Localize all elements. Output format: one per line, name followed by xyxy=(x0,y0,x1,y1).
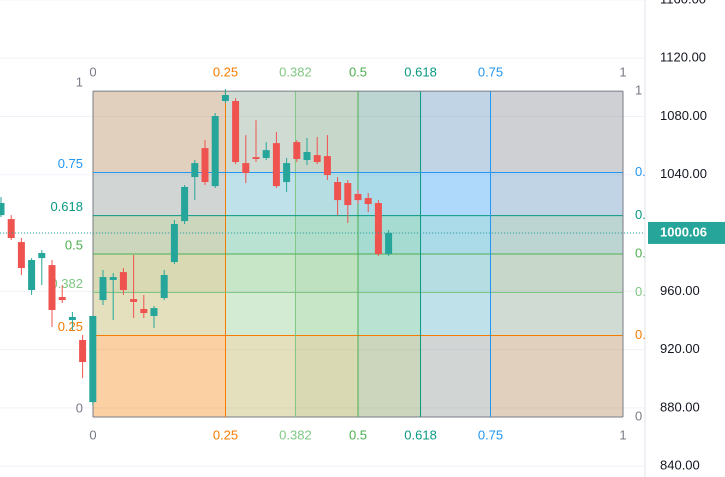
candle-body xyxy=(79,340,87,363)
fib-time-label: 0.382 xyxy=(279,427,312,442)
fib-price-label: 0 xyxy=(635,408,642,423)
candle-body xyxy=(99,277,107,301)
candle-body xyxy=(242,163,250,173)
candle-body xyxy=(344,183,352,206)
y-tick-label: 920.00 xyxy=(660,341,700,356)
fib-time-label: 0.25 xyxy=(213,427,238,442)
y-tick-label: 840.00 xyxy=(660,458,700,473)
candle-body xyxy=(7,219,15,238)
candle-body xyxy=(109,277,117,280)
candle-body xyxy=(68,316,76,321)
y-tick-label: 960.00 xyxy=(660,283,700,298)
candle-body xyxy=(201,148,209,183)
candle-body xyxy=(364,198,372,205)
y-tick-label: 1120.00 xyxy=(660,50,706,65)
candle-body xyxy=(58,297,66,301)
fib-time-label: 0.25 xyxy=(213,65,238,80)
candle-body xyxy=(191,163,199,178)
fib-time-label: 0.618 xyxy=(404,427,437,442)
y-tick-label: 1080.00 xyxy=(660,108,707,123)
fib-time-label: 1 xyxy=(619,427,626,442)
fib-time-label: 0.75 xyxy=(478,65,503,80)
fib-time-label: 0 xyxy=(89,65,96,80)
candle-body xyxy=(0,203,5,216)
last-price-label: 1000.06 xyxy=(660,224,707,239)
fib-price-label: 1 xyxy=(76,75,83,90)
candle-body xyxy=(48,265,56,310)
fib-time-label: 0.382 xyxy=(279,65,312,80)
y-tick-label: 880.00 xyxy=(660,399,700,414)
fib-price-label: 0.75 xyxy=(58,156,83,171)
candle-body xyxy=(293,142,301,159)
candle-body xyxy=(283,163,291,183)
fib-time-label: 0.618 xyxy=(404,65,437,80)
candle-body xyxy=(160,275,168,299)
fib-time-label: 0.5 xyxy=(349,427,367,442)
candle-body xyxy=(181,186,189,222)
fib-price-label: 0.382 xyxy=(50,276,83,291)
candle-body xyxy=(323,156,331,176)
candle-body xyxy=(130,299,138,302)
y-tick-label: 1040.00 xyxy=(660,166,707,181)
candle-body xyxy=(303,152,311,161)
fib-time-label: 1 xyxy=(619,65,626,80)
candle-body xyxy=(38,253,46,259)
candle-body xyxy=(221,95,229,101)
candle-body xyxy=(385,232,393,255)
y-tick-label: 1160.00 xyxy=(660,0,706,6)
candle-body xyxy=(140,308,148,314)
fib-time-label: 0.75 xyxy=(478,427,503,442)
fib-price-label: 0.25 xyxy=(58,319,83,334)
candle-body xyxy=(119,272,127,291)
candle-body xyxy=(232,100,240,163)
candle-body xyxy=(354,193,362,201)
fib-price-label: 0.5 xyxy=(65,237,83,252)
fib-price-label: 0 xyxy=(76,400,83,415)
candle-body xyxy=(89,315,97,403)
candle-body xyxy=(150,308,158,316)
candle-body xyxy=(252,157,260,159)
fib-time-label: 0 xyxy=(89,427,96,442)
candle-body xyxy=(28,259,36,291)
candle-body xyxy=(313,155,321,163)
candle-body xyxy=(17,242,25,269)
last-price-box xyxy=(648,221,725,244)
candle-body xyxy=(374,203,382,255)
fib-price-label: 1 xyxy=(635,83,642,98)
candle-body xyxy=(211,116,219,187)
candle-body xyxy=(334,182,342,201)
candle-body xyxy=(272,143,280,187)
candle-body xyxy=(170,223,178,263)
fib-price-label: 0.618 xyxy=(50,199,83,214)
fib-time-label: 0.5 xyxy=(349,65,367,80)
candle-body xyxy=(262,150,270,158)
